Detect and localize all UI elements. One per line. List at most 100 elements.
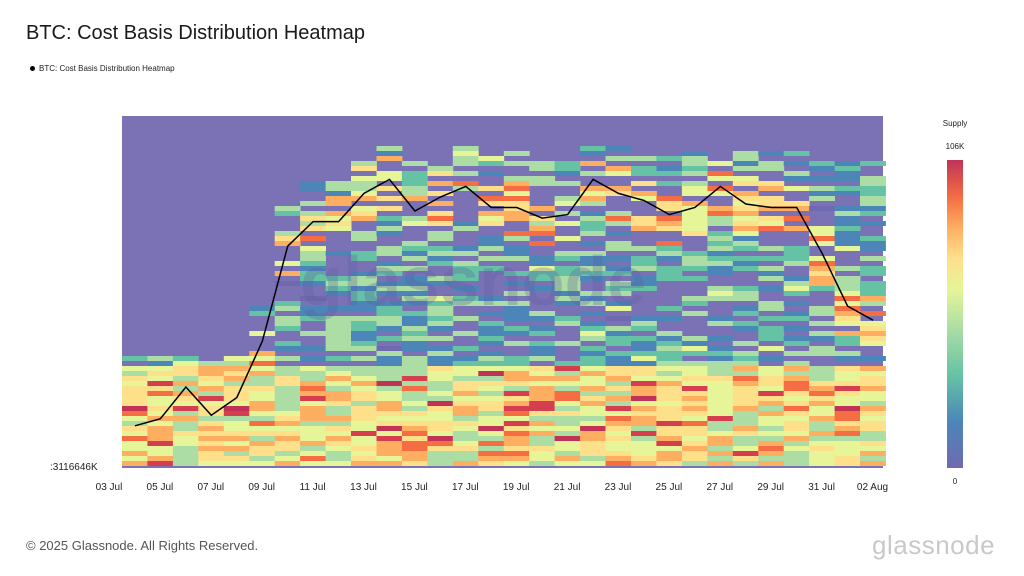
- heatmap-cell: [580, 201, 606, 206]
- x-tick-label: 05 Jul: [147, 482, 174, 493]
- heatmap-cell: [122, 411, 148, 416]
- heatmap-cell: [401, 196, 428, 201]
- heatmap-cell: [325, 346, 352, 351]
- heatmap-cell: [834, 226, 861, 231]
- heatmap-cell: [325, 441, 352, 446]
- heatmap-cell: [656, 226, 683, 231]
- heatmap-cell: [376, 396, 403, 401]
- heatmap-cell: [707, 391, 734, 396]
- heatmap-cell: [707, 401, 734, 406]
- heatmap-cell: [147, 436, 174, 441]
- heatmap-cell: [554, 166, 581, 171]
- heatmap-cell: [554, 401, 581, 406]
- heatmap-cell: [605, 366, 632, 371]
- x-tick-label: 25 Jul: [656, 482, 683, 493]
- heatmap-cell: [198, 426, 225, 431]
- heatmap-cell: [783, 351, 810, 356]
- heatmap-cell: [834, 191, 861, 196]
- heatmap-cell: [758, 326, 785, 331]
- heatmap-cell: [529, 371, 556, 376]
- heatmap-cell: [707, 246, 734, 251]
- heatmap-cell: [452, 436, 479, 441]
- heatmap-cell: [376, 391, 403, 396]
- heatmap-cell: [427, 316, 454, 321]
- heatmap-cell: [681, 386, 708, 391]
- heatmap-cell: [809, 286, 835, 291]
- heatmap-cell: [351, 356, 377, 361]
- heatmap-cell: [300, 261, 326, 266]
- heatmap-cell: [351, 441, 377, 446]
- heatmap-cell: [860, 211, 886, 216]
- heatmap-cell: [351, 206, 377, 211]
- heatmap-cell: [122, 381, 148, 386]
- heatmap-cell: [554, 221, 581, 226]
- heatmap-cell: [860, 461, 886, 466]
- heatmap-cell: [605, 421, 632, 426]
- heatmap-cell: [478, 406, 505, 411]
- heatmap-cell: [300, 276, 326, 281]
- heatmap-cell: [732, 286, 759, 291]
- heatmap-cell: [758, 426, 785, 431]
- heatmap-cell: [503, 431, 530, 436]
- heatmap-cell: [554, 411, 581, 416]
- heatmap-cell: [452, 146, 479, 151]
- heatmap-cell: [656, 336, 683, 341]
- heatmap-cell: [580, 426, 606, 431]
- heatmap-cell: [783, 366, 810, 371]
- heatmap-cell: [707, 176, 734, 181]
- heatmap-cell: [860, 326, 886, 331]
- heatmap-cell: [529, 311, 556, 316]
- heatmap-cell: [401, 316, 428, 321]
- heatmap-cell: [427, 411, 454, 416]
- heatmap-cell: [503, 161, 530, 166]
- heatmap-cell: [172, 376, 199, 381]
- heatmap-cell: [834, 336, 861, 341]
- heatmap-cell: [376, 231, 403, 236]
- heatmap-cell: [452, 451, 479, 456]
- heatmap-cell: [351, 411, 377, 416]
- heatmap-cell: [656, 366, 683, 371]
- heatmap-cell: [478, 456, 505, 461]
- heatmap-cell: [223, 431, 250, 436]
- heatmap-cell: [656, 351, 683, 356]
- heatmap-cell: [223, 381, 250, 386]
- heatmap-cell: [274, 396, 301, 401]
- heatmap-cell: [503, 396, 530, 401]
- heatmap-cell: [452, 371, 479, 376]
- x-tick-label: 31 Jul: [808, 482, 835, 493]
- heatmap-cell: [223, 366, 250, 371]
- heatmap-cell: [351, 381, 377, 386]
- heatmap-cell: [631, 426, 657, 431]
- heatmap-cell: [758, 301, 785, 306]
- heatmap-cell: [707, 456, 734, 461]
- heatmap-cell: [860, 321, 886, 326]
- heatmap-cell: [401, 321, 428, 326]
- heatmap-cell: [478, 326, 505, 331]
- legend[interactable]: BTC: Cost Basis Distribution Heatmap: [30, 64, 175, 73]
- heatmap-cell: [325, 411, 352, 416]
- heatmap-cell: [452, 446, 479, 451]
- heatmap-cell: [503, 441, 530, 446]
- heatmap-cell: [732, 341, 759, 346]
- heatmap-cell: [758, 436, 785, 441]
- heatmap-cell: [758, 376, 785, 381]
- heatmap-cell: [809, 441, 835, 446]
- heatmap-cell: [300, 406, 326, 411]
- heatmap-cell: [529, 226, 556, 231]
- heatmap-cell: [274, 231, 301, 236]
- heatmap-cell: [376, 321, 403, 326]
- heatmap-cell: [274, 381, 301, 386]
- heatmap-cell: [605, 361, 632, 366]
- heatmap-cell: [223, 426, 250, 431]
- heatmap-cell: [605, 431, 632, 436]
- heatmap-cell: [274, 356, 301, 361]
- heatmap-cell: [376, 356, 403, 361]
- heatmap-cell: [351, 391, 377, 396]
- heatmap-cell: [452, 316, 479, 321]
- x-tick-label: 29 Jul: [757, 482, 784, 493]
- heatmap-cell: [325, 251, 352, 256]
- heatmap-cell: [580, 411, 606, 416]
- heatmap-cell: [503, 361, 530, 366]
- heatmap-cell: [554, 296, 581, 301]
